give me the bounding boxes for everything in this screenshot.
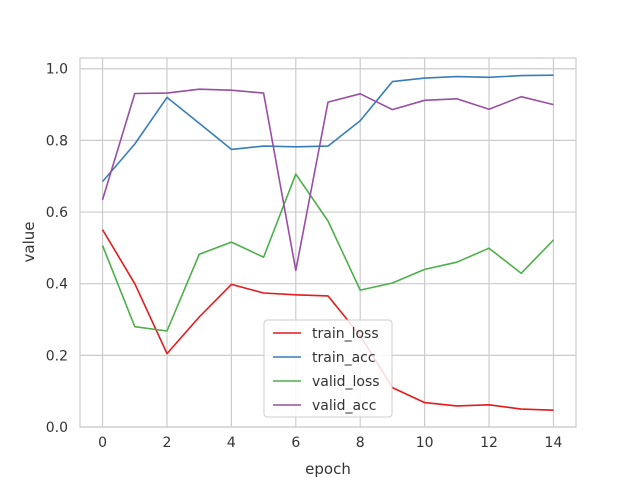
series-line-valid-acc	[101, 88, 554, 272]
x-axis-label: epoch	[305, 460, 351, 478]
y-tick-label: 0.6	[46, 205, 68, 221]
legend-box	[263, 319, 393, 418]
y-tick-label: 0.8	[46, 133, 68, 149]
x-tick-label: 0	[98, 435, 107, 451]
x-tick-label: 8	[356, 435, 365, 451]
legend-label: train_loss	[312, 326, 379, 342]
x-tick-label: 2	[163, 435, 172, 451]
y-tick-label: 0.4	[46, 277, 68, 293]
x-tick-label: 12	[480, 435, 498, 451]
x-tick-label: 10	[416, 435, 434, 451]
x-tick-label: 14	[545, 435, 563, 451]
series-line-valid-loss	[101, 173, 555, 332]
y-tick-label: 1.0	[46, 62, 68, 78]
x-tick-label: 6	[291, 435, 300, 451]
y-axis-label: value	[20, 222, 38, 263]
x-tick-label: 4	[227, 435, 236, 451]
y-tick-label: 0.2	[46, 348, 68, 364]
series-line-train-acc	[101, 74, 554, 183]
ticks: 0 2 4 6 8 10 12 14 0.0 0.2 0.4 0.6 0.8 1.0	[46, 62, 563, 451]
series-layer	[101, 74, 555, 411]
y-tick-label: 0.0	[46, 420, 68, 436]
legend: train_loss train_acc valid_loss valid_acc	[263, 319, 393, 418]
legend-label: valid_loss	[312, 374, 380, 390]
plot-frame	[79, 57, 577, 428]
series-line-train-loss	[101, 229, 554, 411]
legend-label: train_acc	[312, 350, 376, 366]
legend-label: valid_acc	[312, 398, 377, 414]
